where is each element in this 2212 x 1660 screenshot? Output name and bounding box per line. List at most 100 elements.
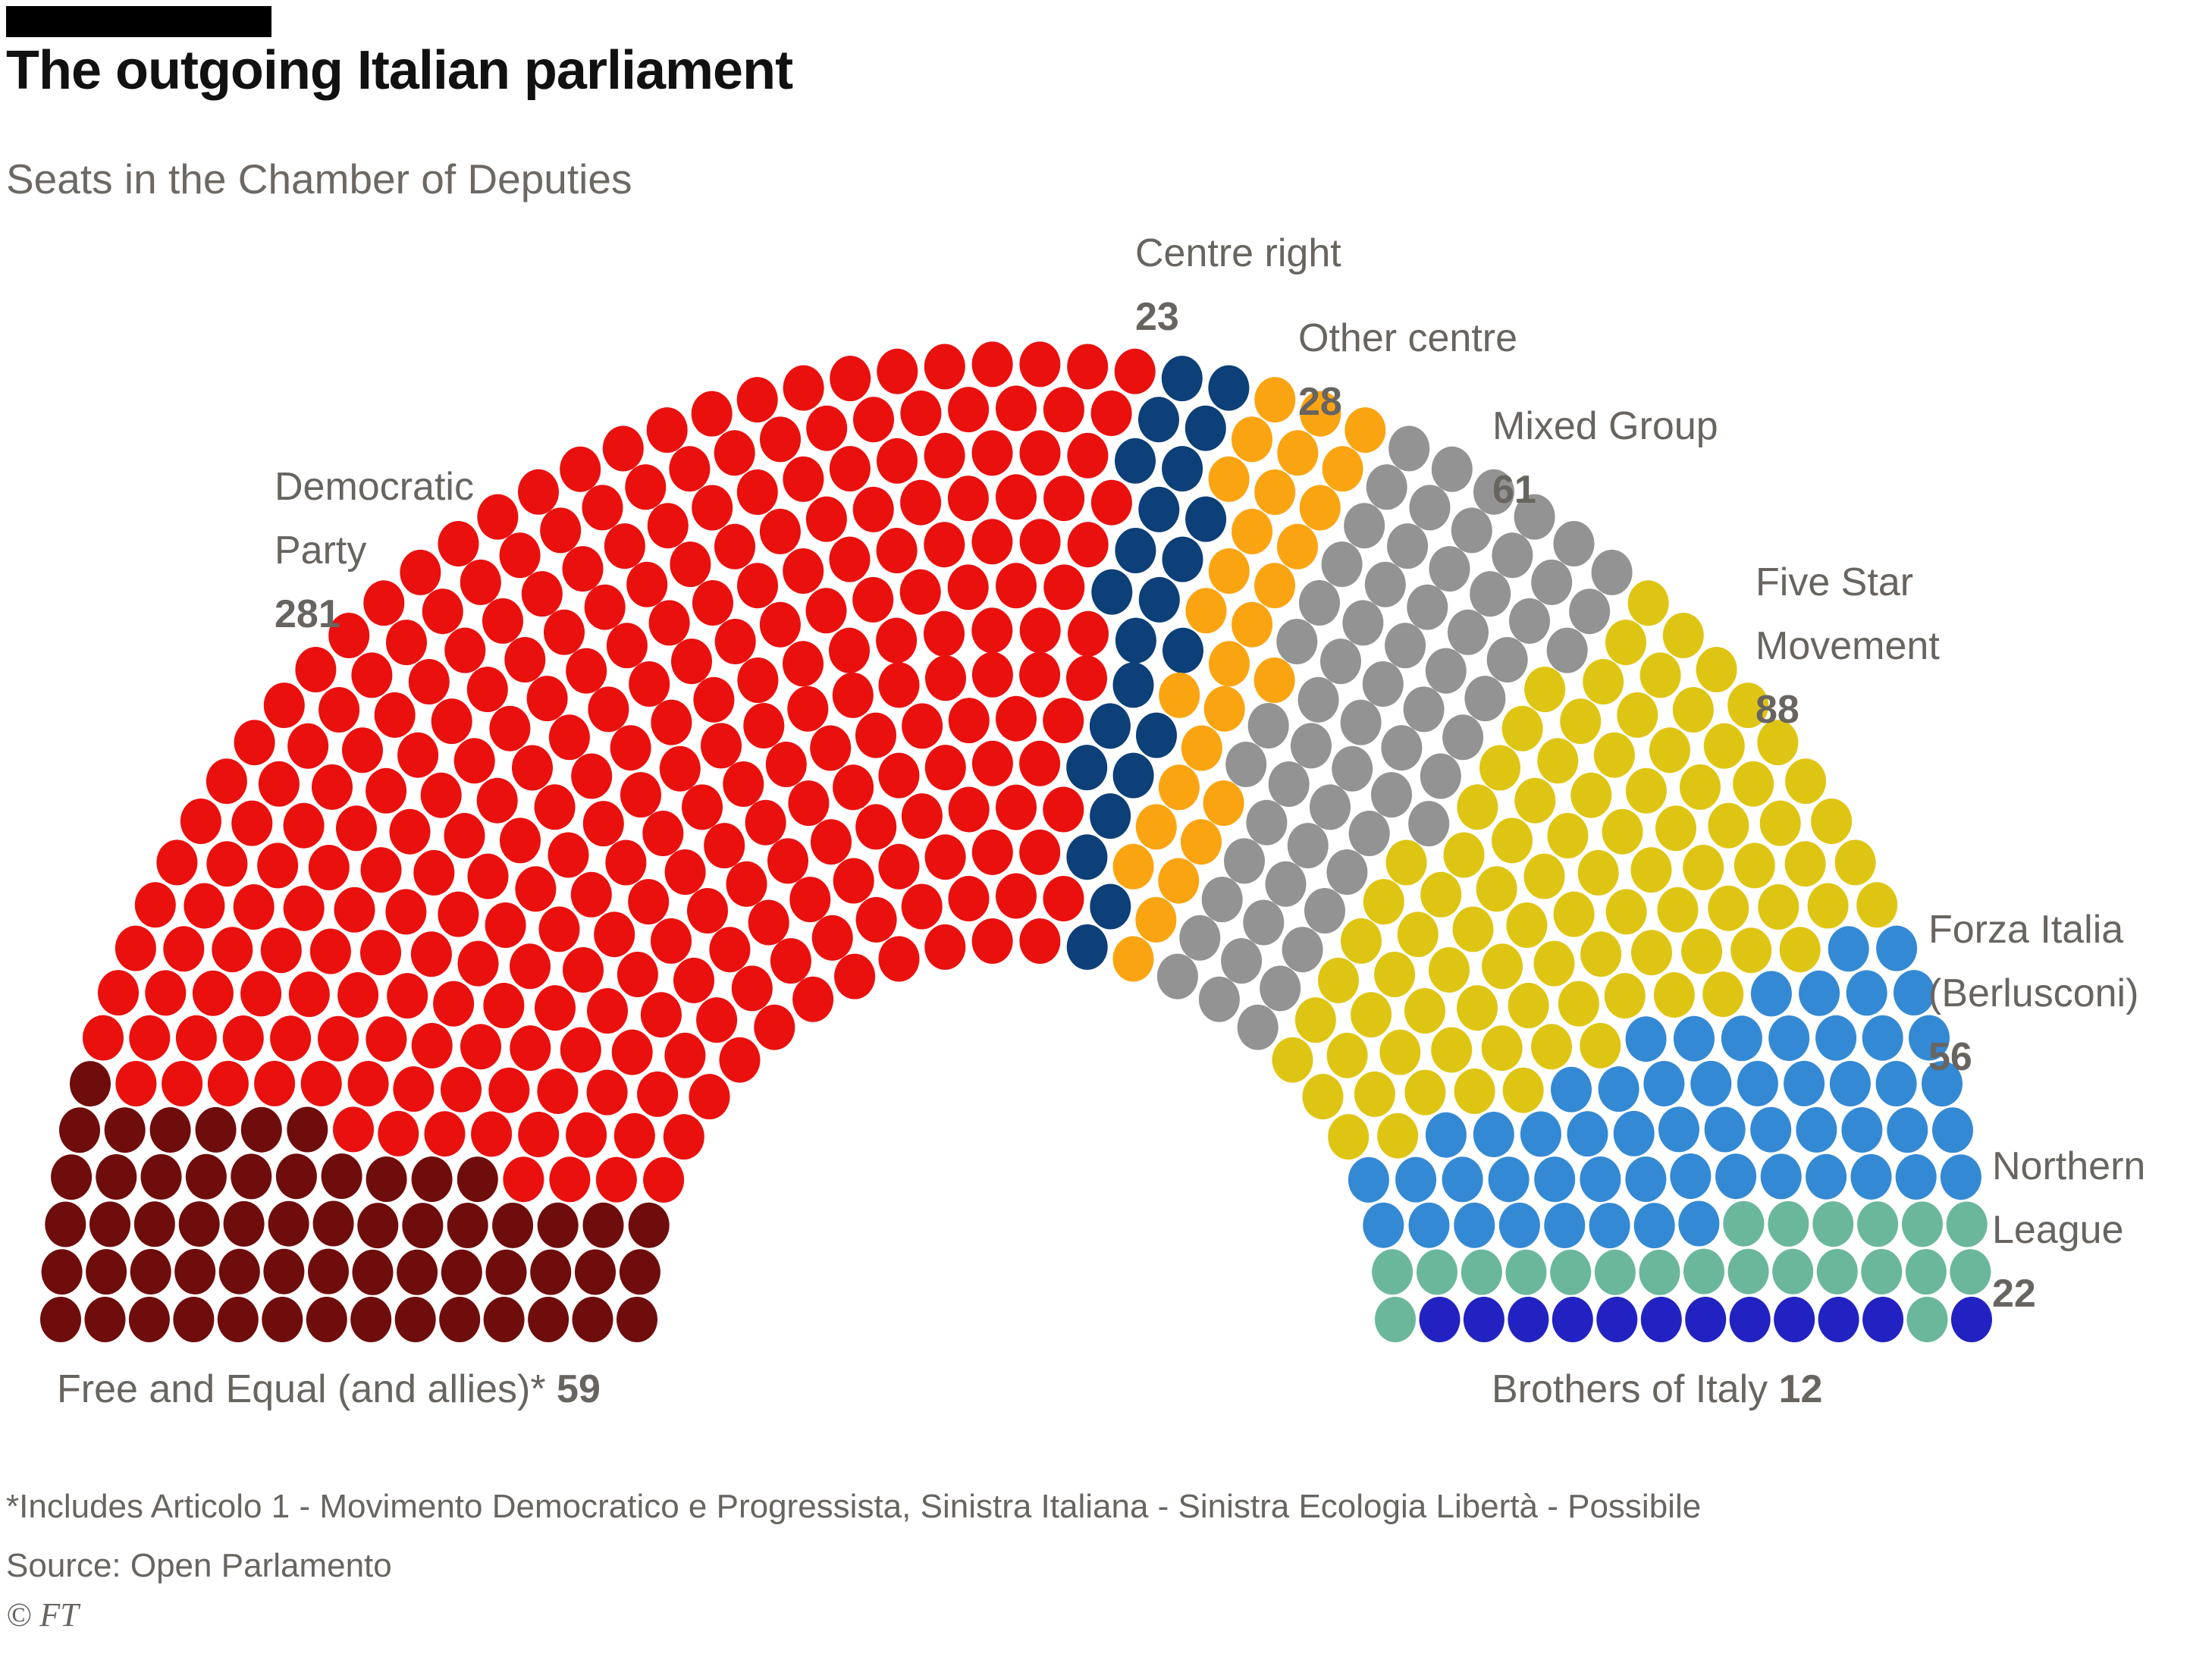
seat-dot bbox=[1243, 899, 1285, 946]
seat-dot bbox=[1320, 639, 1361, 685]
seat-dot bbox=[834, 953, 876, 999]
seat-dot bbox=[1799, 970, 1840, 1016]
seat-dot bbox=[262, 1297, 303, 1342]
seat-dot bbox=[1922, 1061, 1963, 1107]
seat-dot bbox=[1452, 906, 1494, 952]
seat-dot bbox=[996, 385, 1037, 431]
seat-dot bbox=[156, 839, 198, 886]
seat-dot bbox=[444, 627, 486, 673]
seat-dot bbox=[783, 641, 824, 687]
seat-dot bbox=[347, 1061, 389, 1106]
seat-dot bbox=[1570, 772, 1612, 818]
seat-dot bbox=[643, 1156, 685, 1203]
seat-dot bbox=[400, 549, 441, 595]
seat-dot bbox=[549, 1156, 591, 1203]
seat-dot bbox=[1388, 425, 1430, 472]
seat-dot bbox=[1856, 882, 1898, 928]
seat-dot bbox=[1685, 1297, 1727, 1342]
seat-dot bbox=[737, 657, 779, 703]
seat-dot bbox=[948, 876, 990, 921]
seat-dot bbox=[1784, 1060, 1825, 1106]
seat-dot bbox=[1704, 1106, 1746, 1153]
seat-dot bbox=[1019, 519, 1061, 565]
seat-dot bbox=[637, 1071, 679, 1117]
seat-dot bbox=[996, 873, 1037, 919]
seat-dot bbox=[1067, 432, 1109, 479]
seat-dot bbox=[1841, 1107, 1883, 1153]
seat-dot bbox=[829, 446, 871, 492]
seat-dot bbox=[855, 804, 897, 850]
seat-dot bbox=[308, 845, 350, 890]
seat-dot bbox=[433, 981, 475, 1027]
seat-dot bbox=[173, 1297, 215, 1342]
seat-dot bbox=[378, 1110, 419, 1156]
seat-dot bbox=[1185, 496, 1227, 542]
annotation-brothers-of-italy: Brothers of Italy 12 bbox=[1492, 1357, 1822, 1421]
seat-dot bbox=[560, 1027, 601, 1073]
seat-dot bbox=[328, 613, 370, 658]
seat-dot bbox=[611, 1029, 653, 1075]
annotation-democratic-party: Democratic Party 281 bbox=[275, 455, 474, 646]
seat-dot bbox=[45, 1201, 86, 1247]
seat-dot bbox=[1304, 888, 1345, 934]
seat-dot bbox=[899, 569, 941, 615]
seat-dot bbox=[692, 485, 733, 531]
seat-dot bbox=[948, 698, 990, 744]
seat-dot bbox=[714, 619, 756, 664]
chart-source: Source: Open Parlamento bbox=[6, 1547, 392, 1584]
seat-dot bbox=[1593, 732, 1635, 778]
seat-dot bbox=[669, 446, 711, 492]
seat-dot bbox=[671, 639, 712, 685]
seat-dot bbox=[1043, 387, 1084, 433]
seat-dot bbox=[1115, 438, 1156, 484]
seat-dot bbox=[1779, 927, 1821, 973]
chart-subtitle: Seats in the Chamber of Deputies bbox=[6, 155, 632, 202]
seat-dot bbox=[691, 391, 733, 437]
seat-dot bbox=[743, 703, 785, 748]
seat-dot bbox=[1451, 507, 1492, 554]
seat-dot bbox=[206, 758, 247, 805]
seat-dot bbox=[1232, 416, 1272, 463]
seat-dot bbox=[783, 365, 824, 411]
seat-dot bbox=[231, 800, 273, 846]
seat-dot bbox=[1630, 847, 1672, 893]
seat-dot bbox=[471, 1111, 513, 1157]
seat-dot bbox=[483, 1297, 525, 1342]
seat-dot bbox=[1806, 1153, 1847, 1200]
seat-dot bbox=[488, 1067, 530, 1113]
annotation-value: 281 bbox=[275, 592, 340, 636]
seat-dot bbox=[351, 652, 393, 698]
seat-dot bbox=[1473, 1112, 1514, 1157]
seat-dot bbox=[651, 699, 692, 745]
seat-dot bbox=[1342, 600, 1384, 646]
seat-dot bbox=[1201, 877, 1243, 923]
seat-dot bbox=[192, 970, 234, 1016]
seat-dot bbox=[1734, 843, 1775, 889]
seat-dot bbox=[1162, 536, 1203, 582]
seat-dot bbox=[1115, 617, 1156, 664]
seat-dot bbox=[924, 745, 966, 791]
seat-dot bbox=[1655, 805, 1696, 852]
seat-dot bbox=[566, 1112, 607, 1158]
seat-dot bbox=[1066, 834, 1108, 880]
seat-dot bbox=[1179, 915, 1221, 961]
seat-dot bbox=[526, 676, 568, 722]
seat-dot bbox=[1501, 705, 1543, 752]
seat-dot bbox=[806, 405, 848, 451]
seat-dot bbox=[366, 767, 407, 814]
seat-dot bbox=[1374, 952, 1416, 997]
seat-dot bbox=[1135, 804, 1177, 850]
seat-dot bbox=[1523, 853, 1565, 899]
seat-dot bbox=[410, 931, 452, 977]
seat-dot bbox=[1089, 703, 1131, 749]
seat-dot bbox=[212, 927, 253, 973]
seat-dot bbox=[482, 598, 523, 644]
seat-dot bbox=[295, 647, 337, 692]
seat-dot bbox=[925, 655, 966, 701]
seat-dot bbox=[714, 523, 755, 570]
seat-dot bbox=[971, 740, 1013, 786]
annotation-label: Party bbox=[275, 529, 367, 573]
seat-dot bbox=[1857, 1201, 1899, 1247]
seat-dot bbox=[321, 1153, 362, 1199]
